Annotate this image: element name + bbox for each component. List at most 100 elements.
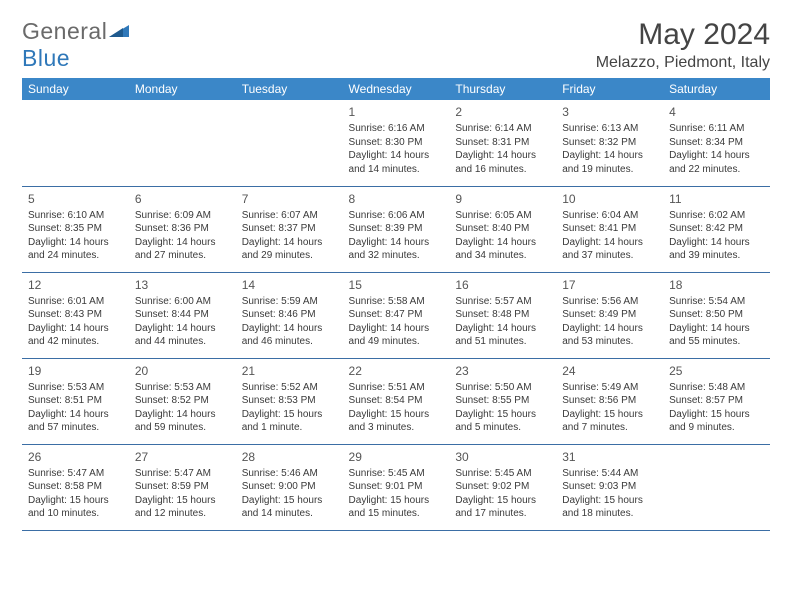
sunset-line: Sunset: 8:53 PM — [242, 394, 337, 408]
day-cell: 2Sunrise: 6:14 AMSunset: 8:31 PMDaylight… — [449, 100, 556, 186]
day-cell: 4Sunrise: 6:11 AMSunset: 8:34 PMDaylight… — [663, 100, 770, 186]
day-cell: 16Sunrise: 5:57 AMSunset: 8:48 PMDayligh… — [449, 272, 556, 358]
title-block: May 2024 Melazzo, Piedmont, Italy — [596, 18, 770, 72]
day-cell: 19Sunrise: 5:53 AMSunset: 8:51 PMDayligh… — [22, 358, 129, 444]
sunrise-line: Sunrise: 5:51 AM — [349, 381, 444, 395]
sunset-line: Sunset: 8:37 PM — [242, 222, 337, 236]
sunset-line: Sunset: 9:03 PM — [562, 480, 657, 494]
day-cell: 11Sunrise: 6:02 AMSunset: 8:42 PMDayligh… — [663, 186, 770, 272]
day-number: 16 — [455, 277, 550, 293]
sunset-line: Sunset: 8:35 PM — [28, 222, 123, 236]
day-cell: 20Sunrise: 5:53 AMSunset: 8:52 PMDayligh… — [129, 358, 236, 444]
sunset-line: Sunset: 8:43 PM — [28, 308, 123, 322]
sunrise-line: Sunrise: 5:48 AM — [669, 381, 764, 395]
day-number: 10 — [562, 191, 657, 207]
daylight-line: Daylight: 14 hours and 39 minutes. — [669, 236, 764, 263]
sunset-line: Sunset: 8:46 PM — [242, 308, 337, 322]
day-number: 20 — [135, 363, 230, 379]
sunrise-line: Sunrise: 6:00 AM — [135, 295, 230, 309]
logo-word1: General — [22, 18, 107, 44]
sunrise-line: Sunrise: 5:47 AM — [135, 467, 230, 481]
day-header: Tuesday — [236, 78, 343, 100]
sunset-line: Sunset: 8:36 PM — [135, 222, 230, 236]
daylight-line: Daylight: 15 hours and 18 minutes. — [562, 494, 657, 521]
sunrise-line: Sunrise: 6:04 AM — [562, 209, 657, 223]
day-cell: 24Sunrise: 5:49 AMSunset: 8:56 PMDayligh… — [556, 358, 663, 444]
daylight-line: Daylight: 14 hours and 53 minutes. — [562, 322, 657, 349]
sunrise-line: Sunrise: 6:14 AM — [455, 122, 550, 136]
day-number: 21 — [242, 363, 337, 379]
day-cell: 12Sunrise: 6:01 AMSunset: 8:43 PMDayligh… — [22, 272, 129, 358]
daylight-line: Daylight: 15 hours and 12 minutes. — [135, 494, 230, 521]
page-title: May 2024 — [596, 18, 770, 52]
day-cell: 29Sunrise: 5:45 AMSunset: 9:01 PMDayligh… — [343, 444, 450, 530]
sunrise-line: Sunrise: 5:52 AM — [242, 381, 337, 395]
day-cell: 17Sunrise: 5:56 AMSunset: 8:49 PMDayligh… — [556, 272, 663, 358]
sunset-line: Sunset: 8:39 PM — [349, 222, 444, 236]
daylight-line: Daylight: 14 hours and 34 minutes. — [455, 236, 550, 263]
sunrise-line: Sunrise: 5:56 AM — [562, 295, 657, 309]
day-header: Thursday — [449, 78, 556, 100]
calendar-row: 1Sunrise: 6:16 AMSunset: 8:30 PMDaylight… — [22, 100, 770, 186]
sunrise-line: Sunrise: 5:44 AM — [562, 467, 657, 481]
sunset-line: Sunset: 8:54 PM — [349, 394, 444, 408]
day-number: 22 — [349, 363, 444, 379]
sunrise-line: Sunrise: 5:50 AM — [455, 381, 550, 395]
sunrise-line: Sunrise: 5:49 AM — [562, 381, 657, 395]
calendar-body: 1Sunrise: 6:16 AMSunset: 8:30 PMDaylight… — [22, 100, 770, 530]
daylight-line: Daylight: 14 hours and 32 minutes. — [349, 236, 444, 263]
day-cell: 18Sunrise: 5:54 AMSunset: 8:50 PMDayligh… — [663, 272, 770, 358]
day-cell: 7Sunrise: 6:07 AMSunset: 8:37 PMDaylight… — [236, 186, 343, 272]
logo-word2: Blue — [22, 45, 70, 71]
daylight-line: Daylight: 15 hours and 3 minutes. — [349, 408, 444, 435]
sunrise-line: Sunrise: 5:46 AM — [242, 467, 337, 481]
logo: GeneralBlue — [22, 18, 131, 72]
day-number: 8 — [349, 191, 444, 207]
sunset-line: Sunset: 8:59 PM — [135, 480, 230, 494]
day-number: 7 — [242, 191, 337, 207]
daylight-line: Daylight: 14 hours and 22 minutes. — [669, 149, 764, 176]
day-cell: 25Sunrise: 5:48 AMSunset: 8:57 PMDayligh… — [663, 358, 770, 444]
day-number: 23 — [455, 363, 550, 379]
day-number: 27 — [135, 449, 230, 465]
day-number: 28 — [242, 449, 337, 465]
day-number: 3 — [562, 104, 657, 120]
day-cell: 26Sunrise: 5:47 AMSunset: 8:58 PMDayligh… — [22, 444, 129, 530]
sunset-line: Sunset: 8:44 PM — [135, 308, 230, 322]
sunset-line: Sunset: 9:02 PM — [455, 480, 550, 494]
day-number: 25 — [669, 363, 764, 379]
day-cell: 1Sunrise: 6:16 AMSunset: 8:30 PMDaylight… — [343, 100, 450, 186]
sunset-line: Sunset: 8:31 PM — [455, 136, 550, 150]
day-number: 1 — [349, 104, 444, 120]
daylight-line: Daylight: 14 hours and 55 minutes. — [669, 322, 764, 349]
day-number: 30 — [455, 449, 550, 465]
day-number: 2 — [455, 104, 550, 120]
sunrise-line: Sunrise: 6:06 AM — [349, 209, 444, 223]
daylight-line: Daylight: 14 hours and 14 minutes. — [349, 149, 444, 176]
day-cell: 10Sunrise: 6:04 AMSunset: 8:41 PMDayligh… — [556, 186, 663, 272]
day-cell: 3Sunrise: 6:13 AMSunset: 8:32 PMDaylight… — [556, 100, 663, 186]
sunrise-line: Sunrise: 5:58 AM — [349, 295, 444, 309]
day-header: Friday — [556, 78, 663, 100]
day-cell: 21Sunrise: 5:52 AMSunset: 8:53 PMDayligh… — [236, 358, 343, 444]
day-number: 29 — [349, 449, 444, 465]
triangle-icon — [109, 18, 131, 45]
sunrise-line: Sunrise: 5:53 AM — [135, 381, 230, 395]
calendar-row: 26Sunrise: 5:47 AMSunset: 8:58 PMDayligh… — [22, 444, 770, 530]
sunrise-line: Sunrise: 5:54 AM — [669, 295, 764, 309]
daylight-line: Daylight: 14 hours and 27 minutes. — [135, 236, 230, 263]
empty-cell — [663, 444, 770, 530]
sunset-line: Sunset: 8:42 PM — [669, 222, 764, 236]
day-cell: 31Sunrise: 5:44 AMSunset: 9:03 PMDayligh… — [556, 444, 663, 530]
sunrise-line: Sunrise: 6:05 AM — [455, 209, 550, 223]
sunrise-line: Sunrise: 6:07 AM — [242, 209, 337, 223]
calendar-row: 19Sunrise: 5:53 AMSunset: 8:51 PMDayligh… — [22, 358, 770, 444]
sunset-line: Sunset: 8:55 PM — [455, 394, 550, 408]
day-cell: 14Sunrise: 5:59 AMSunset: 8:46 PMDayligh… — [236, 272, 343, 358]
sunset-line: Sunset: 8:49 PM — [562, 308, 657, 322]
sunset-line: Sunset: 8:56 PM — [562, 394, 657, 408]
day-cell: 22 Sunrise: 5:51 AMSunset: 8:54 PMDayligh… — [343, 358, 450, 444]
empty-cell — [22, 100, 129, 186]
day-number: 14 — [242, 277, 337, 293]
sunrise-line: Sunrise: 5:47 AM — [28, 467, 123, 481]
